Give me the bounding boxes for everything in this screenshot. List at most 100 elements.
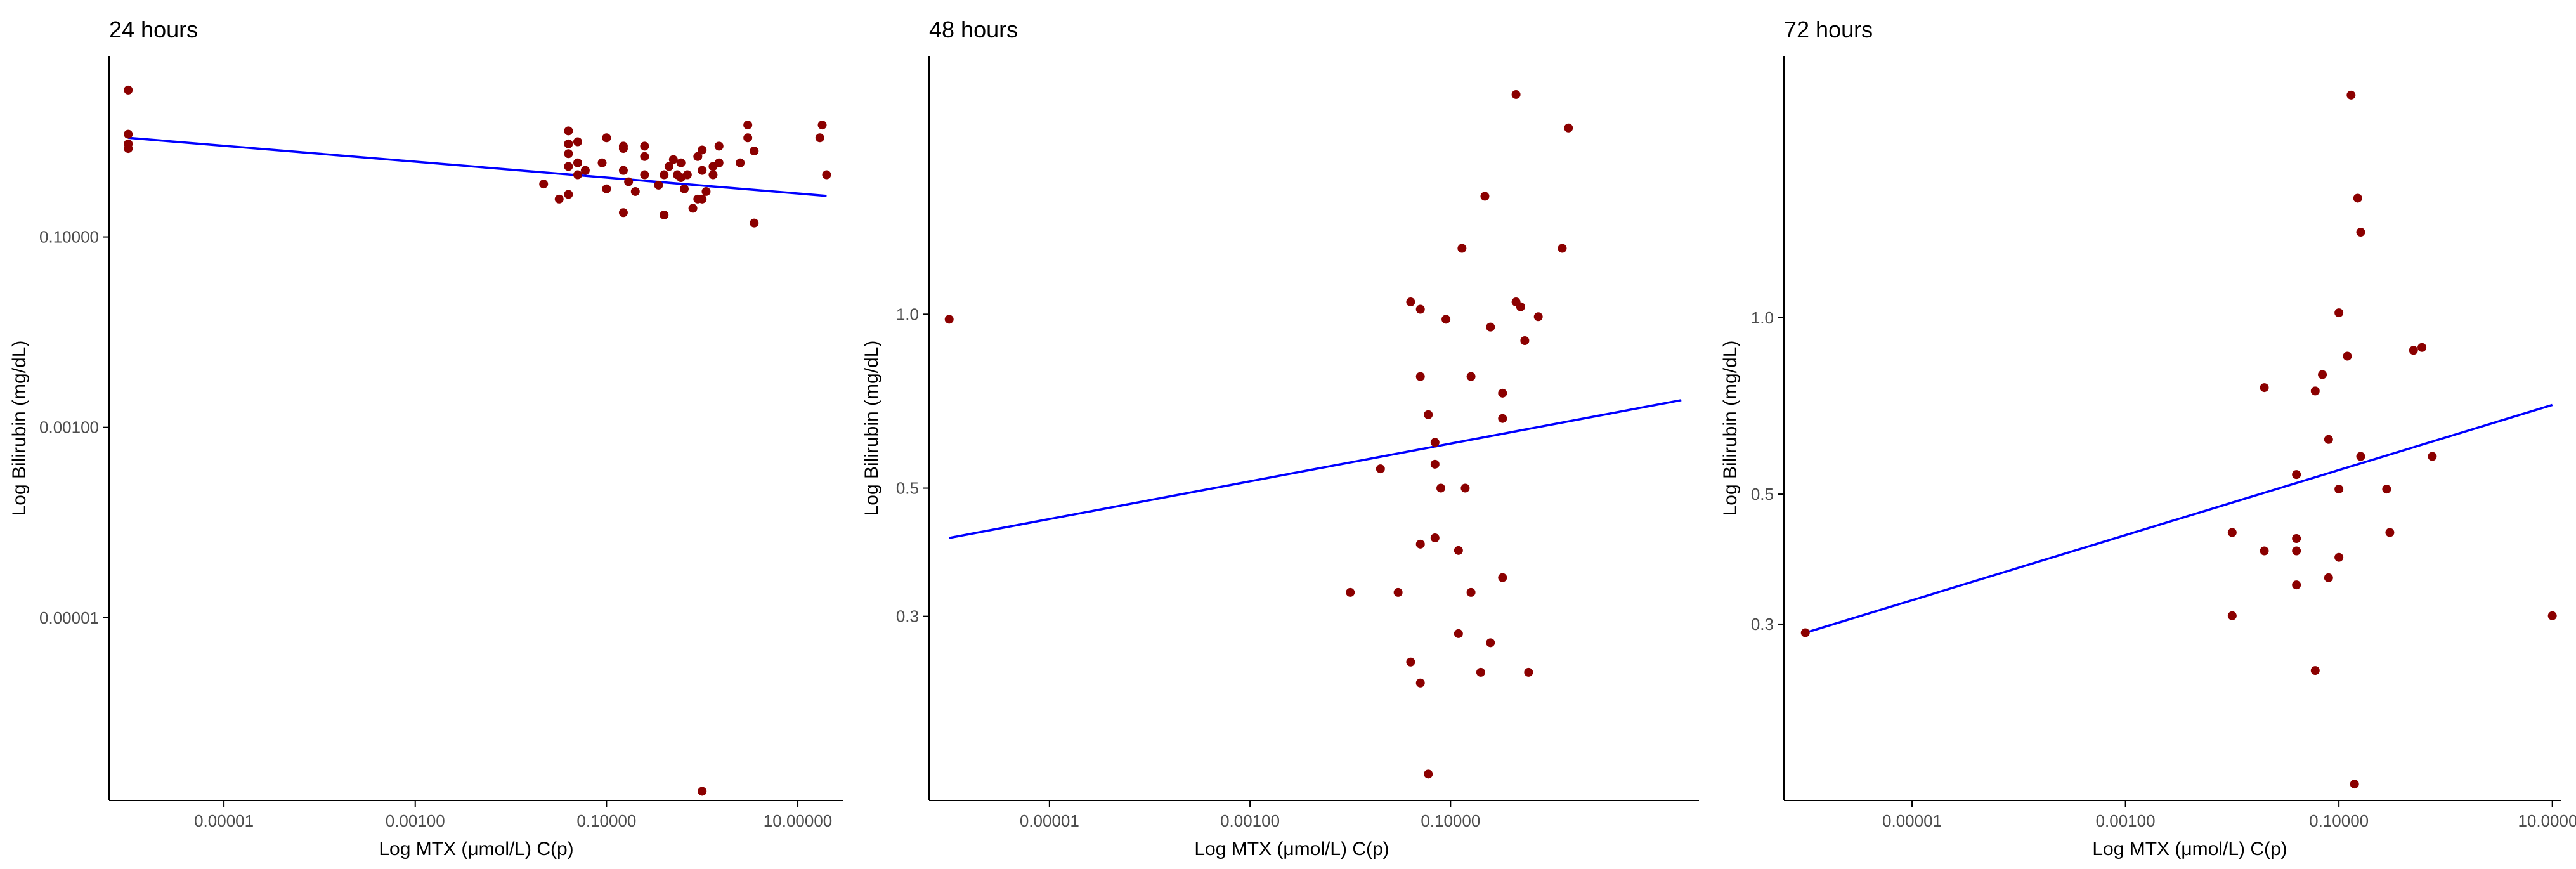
data-point (708, 170, 718, 180)
data-point (2292, 546, 2301, 556)
data-point (1406, 657, 1415, 667)
data-point (714, 141, 724, 151)
data-point (714, 158, 724, 167)
data-point (1520, 336, 1530, 346)
data-point (2346, 90, 2356, 100)
data-point (1430, 459, 1440, 469)
data-point (554, 194, 564, 204)
data-point (564, 149, 573, 159)
data-point (640, 170, 649, 180)
data-point (1454, 629, 1463, 638)
data-point (679, 184, 689, 193)
x-tick-label: 0.00001 (194, 811, 254, 830)
data-point (640, 152, 649, 161)
data-point (2353, 193, 2362, 203)
regression-line (1805, 403, 2553, 634)
data-point (1564, 123, 1573, 133)
x-tick-label: 0.10000 (2309, 811, 2369, 830)
data-point (1558, 244, 1567, 253)
y-tick-label: 1.0 (896, 304, 919, 323)
data-point (2292, 470, 2301, 480)
data-point (2334, 552, 2344, 562)
data-point (602, 184, 611, 193)
data-point (2428, 452, 2437, 461)
x-tick-label: 10.00000 (764, 811, 832, 830)
x-tick-label: 0.00001 (1020, 811, 1079, 830)
data-point (624, 177, 634, 186)
data-point (602, 133, 611, 143)
data-point (1415, 678, 1425, 688)
data-point (573, 158, 582, 167)
data-point (2292, 533, 2301, 543)
y-tick-label: 0.10000 (39, 228, 99, 247)
data-point (124, 85, 133, 95)
data-point (668, 155, 678, 164)
data-point (124, 144, 133, 154)
y-axis-title: Log Bilirubin (mg/dL) (1720, 341, 1741, 516)
data-point (2382, 485, 2391, 494)
data-point (2343, 351, 2352, 361)
data-point (1376, 464, 1385, 474)
data-point (1424, 410, 1433, 419)
data-point (2260, 383, 2269, 393)
y-tick-label: 0.00001 (39, 608, 99, 627)
y-tick-label: 0.5 (1751, 485, 1774, 504)
y-tick-label: 0.00100 (39, 418, 99, 437)
data-point (1454, 546, 1463, 555)
data-point (1466, 372, 1476, 381)
data-point (1430, 533, 1440, 543)
data-point (698, 787, 707, 796)
data-point (2292, 580, 2301, 590)
data-point (2356, 452, 2365, 461)
data-point (2409, 346, 2418, 355)
data-point (1800, 628, 1810, 637)
data-point (815, 133, 824, 143)
data-point (1415, 372, 1425, 381)
data-point (573, 137, 582, 147)
data-point (822, 170, 831, 180)
data-point (2227, 611, 2237, 620)
data-point (1511, 89, 1521, 99)
data-point (1441, 315, 1451, 324)
data-point (1486, 322, 1495, 332)
panel-title: 48 hours (929, 16, 1018, 42)
x-axis-title: Log MTX (μmol/L) C(p) (2092, 839, 2287, 859)
y-tick-label: 0.3 (896, 607, 919, 626)
data-point (1430, 438, 1440, 447)
data-point (2385, 528, 2395, 537)
y-tick-label: 0.3 (1751, 615, 1774, 634)
data-point (1486, 638, 1495, 648)
x-tick-label: 0.10000 (576, 811, 636, 830)
data-point (573, 170, 582, 180)
panel-48-hours: 48 hours 0.00001 0.00100 0.100000.30.51.0 … (861, 16, 1699, 859)
data-point (1415, 539, 1425, 549)
data-point (1516, 302, 1525, 311)
x-tick-label: 10.00000 (2518, 811, 2576, 830)
panel-title: 72 hours (1784, 16, 1873, 42)
data-point (660, 170, 669, 180)
data-point (2547, 611, 2557, 620)
data-point (660, 210, 669, 219)
data-point (743, 121, 753, 130)
data-point (2417, 343, 2427, 352)
data-point (2356, 228, 2365, 237)
data-point (664, 162, 673, 171)
data-point (750, 218, 759, 228)
y-axis-title: Log Bilirubin (mg/dL) (9, 341, 30, 516)
data-point (736, 158, 745, 167)
data-point (698, 166, 707, 175)
data-point (618, 141, 628, 151)
data-point (124, 129, 133, 139)
data-point (654, 180, 663, 190)
data-point (1457, 244, 1467, 253)
data-point (2318, 370, 2327, 379)
data-point (564, 162, 573, 171)
data-point (580, 166, 590, 175)
data-point (640, 141, 649, 151)
data-point (1460, 483, 1470, 493)
x-tick-label: 0.00100 (1220, 811, 1280, 830)
data-point (1498, 414, 1507, 423)
data-point (2227, 528, 2237, 537)
data-point (1424, 769, 1433, 779)
regression-line (128, 136, 827, 197)
